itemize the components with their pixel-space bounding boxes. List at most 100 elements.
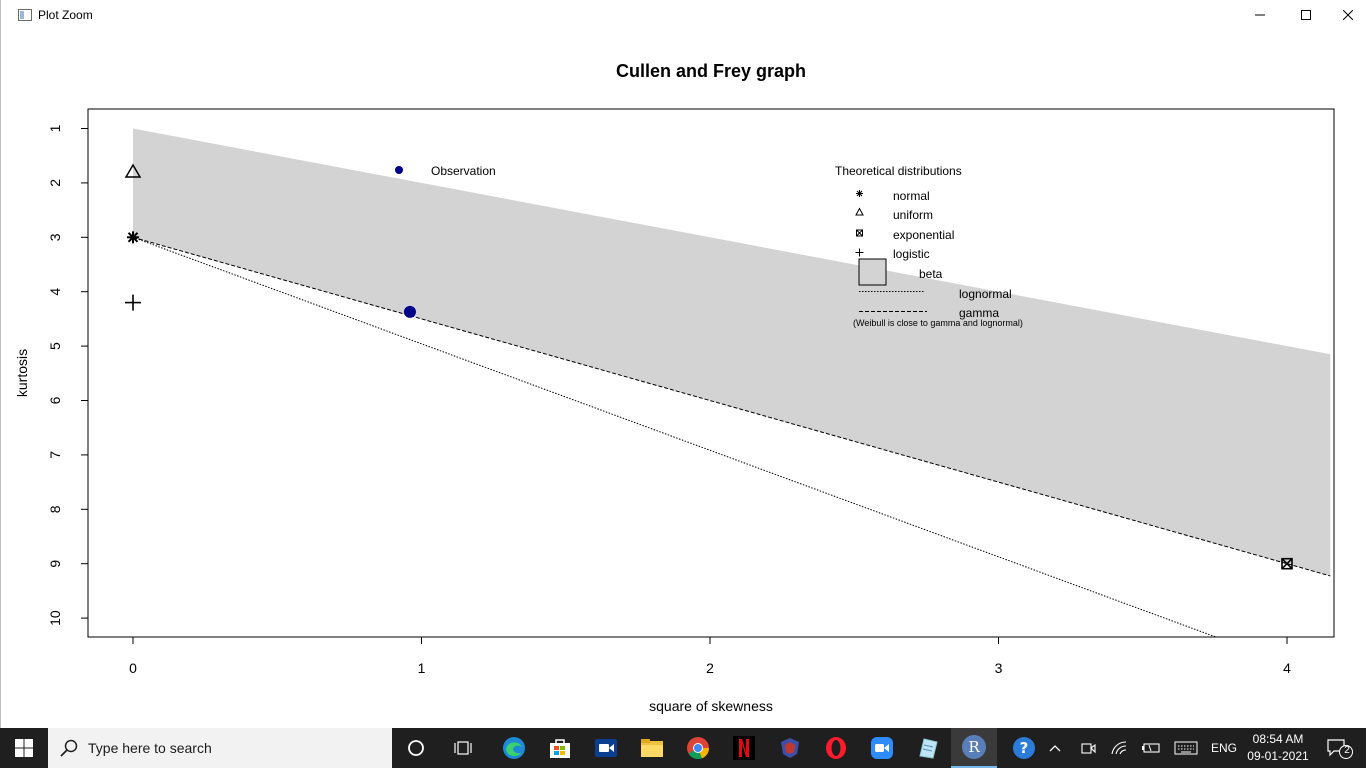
zoom-video-app[interactable] (583, 728, 629, 768)
maximize-icon (1301, 10, 1311, 20)
keyboard-icon (1174, 741, 1198, 755)
zoom-app[interactable] (859, 728, 905, 768)
legend-exponential-marker (856, 229, 863, 237)
legend-exponential-label: exponential (893, 228, 954, 242)
opera-app[interactable] (813, 728, 859, 768)
theoretical-markers (124, 163, 1293, 570)
chrome-app[interactable] (675, 728, 721, 768)
legend-logistic-marker (855, 248, 864, 257)
search-placeholder: Type here to search (88, 740, 212, 756)
marker-exponential (1281, 557, 1293, 570)
language-indicator[interactable]: ENG (1208, 728, 1240, 768)
clock-time: 08:54 AM (1252, 732, 1304, 746)
close-icon (1343, 10, 1353, 20)
plot-zoom-window: Plot Zoom Cullen and Frey graph 0 1 2 3 4 1 2… (0, 0, 1366, 728)
task-view-icon (454, 741, 472, 755)
minimize-button[interactable] (1237, 0, 1283, 30)
marker-uniform (124, 163, 142, 178)
edge-icon (503, 737, 525, 759)
game-app[interactable] (767, 728, 813, 768)
observation-group (403, 305, 416, 318)
windows-logo-icon (15, 739, 33, 757)
y-tick-label-9: 9 (47, 560, 63, 568)
theoretical-legend: Theoretical distributions normal uniform… (835, 164, 1023, 328)
y-tick-label-4: 4 (47, 288, 63, 296)
legend-logistic-label: logistic (893, 247, 930, 261)
legend-lognormal-label: lognormal (959, 287, 1012, 301)
x-tick-label-3: 3 (995, 660, 1003, 676)
observation-point (403, 305, 416, 318)
wifi-icon (1111, 741, 1127, 755)
y-tick-label-10: 10 (47, 610, 63, 626)
language-label: ENG (1210, 741, 1237, 755)
gamma-line (132, 236, 1331, 577)
legend-beta-marker (858, 258, 887, 286)
legend-normal-marker (856, 190, 863, 197)
minimize-icon (1255, 14, 1265, 16)
clock-date: 09-01-2021 (1247, 749, 1309, 763)
cortana-button[interactable] (393, 728, 439, 768)
legend-uniform-label: uniform (893, 208, 933, 222)
r-app[interactable]: R (951, 728, 997, 768)
start-button[interactable] (0, 728, 48, 768)
show-hidden-icons-button[interactable] (1044, 728, 1066, 768)
game-icon (781, 738, 799, 758)
chart-title: Cullen and Frey graph (616, 61, 806, 81)
x-tick-label-0: 0 (129, 660, 137, 676)
plot-area (132, 128, 1331, 637)
edge-app[interactable] (491, 728, 537, 768)
battery-icon (1142, 743, 1160, 753)
opera-icon (826, 737, 846, 759)
store-app[interactable] (537, 728, 583, 768)
search-icon (60, 739, 78, 757)
meet-now-button[interactable] (1077, 728, 1099, 768)
netflix-icon (733, 736, 755, 760)
zoom-video-icon (595, 739, 617, 757)
notification-center-button[interactable]: 2 (1318, 728, 1360, 768)
cortana-icon (408, 740, 424, 756)
legend-beta-label: beta (919, 267, 943, 281)
wifi-button[interactable] (1109, 728, 1131, 768)
x-tick-label-4: 4 (1283, 660, 1291, 676)
x-tick-label-2: 2 (706, 660, 714, 676)
notes-app[interactable] (905, 728, 951, 768)
x-tick-label-1: 1 (418, 660, 426, 676)
help-icon: ? (1013, 737, 1035, 759)
legend-uniform-marker (855, 207, 864, 216)
store-icon (550, 739, 570, 758)
notes-icon (919, 738, 938, 759)
taskbar-search-box[interactable]: Type here to search (48, 728, 392, 768)
r-icon: R (962, 735, 986, 759)
close-button[interactable] (1329, 0, 1366, 30)
battery-button[interactable] (1140, 728, 1162, 768)
title-bar[interactable]: Plot Zoom (1, 0, 1366, 30)
maximize-button[interactable] (1283, 0, 1329, 30)
legend-normal-label: normal (893, 189, 930, 203)
file-explorer-app[interactable] (629, 728, 675, 768)
y-tick-label-2: 2 (47, 179, 63, 187)
task-view-button[interactable] (440, 728, 486, 768)
clock[interactable]: 08:54 AM 09-01-2021 (1244, 731, 1312, 765)
notification-count: 2 (1344, 745, 1350, 756)
zoom-icon (871, 737, 893, 759)
notification-icon (1327, 739, 1353, 759)
chevron-up-icon (1049, 745, 1061, 752)
y-tick-label-8: 8 (47, 505, 63, 513)
observation-legend: Observation (395, 164, 496, 178)
netflix-app[interactable] (721, 728, 767, 768)
y-axis-label: kurtosis (14, 349, 30, 397)
observation-legend-label: Observation (431, 164, 496, 178)
touch-keyboard-button[interactable] (1173, 728, 1199, 768)
y-tick-label-6: 6 (47, 396, 63, 404)
x-axis: 0 1 2 3 4 (129, 637, 1291, 676)
help-button[interactable]: ? (1010, 728, 1038, 768)
chrome-icon (687, 737, 710, 760)
legend-note: (Weibull is close to gamma and lognormal… (853, 318, 1023, 328)
legend-gamma-label: gamma (959, 306, 999, 320)
observation-legend-marker (395, 166, 403, 174)
y-tick-label-7: 7 (47, 451, 63, 459)
beta-region (133, 128, 1331, 576)
y-tick-label-3: 3 (47, 233, 63, 241)
taskbar: Type here to search (0, 728, 1366, 768)
